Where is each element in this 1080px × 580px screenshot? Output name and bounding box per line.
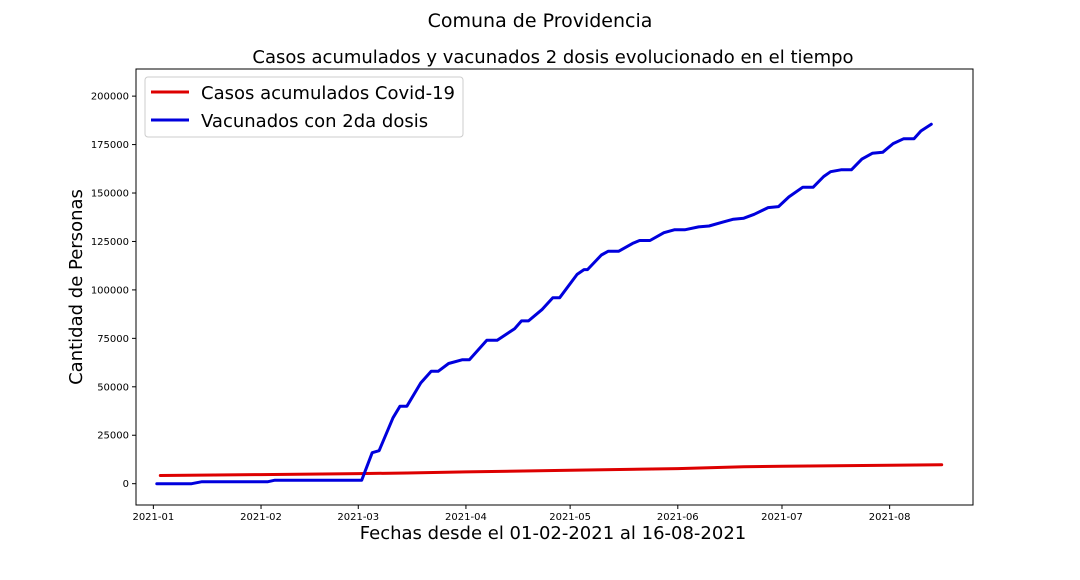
x-tick-label: 2021-01: [132, 512, 174, 523]
y-tick-label: 150000: [91, 189, 129, 200]
series-line-vacunados: [155, 122, 933, 486]
y-tick-label: 175000: [91, 140, 129, 151]
x-tick-label: 2021-06: [657, 512, 699, 523]
x-axis-label: Fechas desde el 01-02-2021 al 16-08-2021: [360, 523, 746, 544]
x-tick-label: 2021-02: [240, 512, 282, 523]
series-line-casos: [158, 463, 944, 477]
x-axis: 2021-01 2021-02 2021-03 2021-04 2021-05 2021-…: [132, 505, 911, 523]
y-tick-label: 200000: [91, 92, 129, 103]
y-tick-label: 125000: [91, 237, 129, 248]
y-tick-label: 25000: [97, 431, 129, 442]
x-tick-label: 2021-08: [869, 512, 911, 523]
series-lines: [155, 122, 944, 486]
y-tick-label: 100000: [91, 285, 129, 296]
y-axis: 0 25000 50000 75000 100000 125000 150000 175000…: [91, 92, 136, 490]
x-tick-label: 2021-07: [761, 512, 803, 523]
legend: Casos acumulados Covid-19 Vacunados con …: [144, 76, 464, 138]
y-tick-label: 50000: [97, 382, 129, 393]
x-tick-label: 2021-04: [445, 512, 487, 523]
y-axis-label: Cantidad de Personas: [66, 189, 87, 385]
y-tick-label: 75000: [97, 334, 129, 345]
chart-title: Casos acumulados y vacunados 2 dosis evo…: [252, 47, 853, 68]
y-tick-label: 0: [123, 479, 129, 490]
plot-area: [135, 68, 974, 506]
legend-label-casos: Casos acumulados Covid-19: [201, 83, 455, 104]
legend-box: [144, 76, 464, 138]
x-tick-label: 2021-03: [337, 512, 379, 523]
figure-suptitle: Comuna de Providencia: [428, 10, 653, 32]
legend-label-vacunados: Vacunados con 2da dosis: [201, 111, 428, 132]
x-tick-label: 2021-05: [549, 512, 591, 523]
